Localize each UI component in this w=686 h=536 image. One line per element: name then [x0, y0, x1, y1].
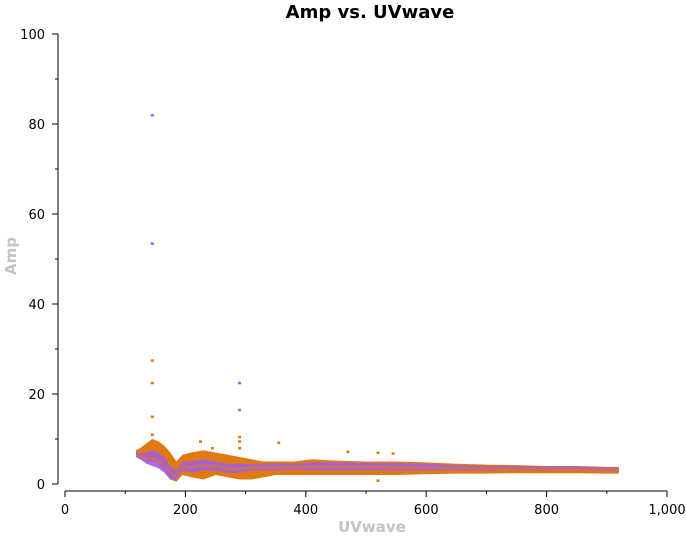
outlier-point-purple [238, 408, 242, 412]
plot-area [136, 114, 619, 482]
y-tick-label: 40 [28, 298, 45, 313]
outlier-point-orange [238, 440, 242, 443]
outlier-point-orange [211, 447, 214, 450]
x-tick-label: 800 [534, 503, 559, 518]
y-tick-label: 60 [28, 208, 45, 223]
axis-ticks: 0 20 40 60 80 100 0 200 400 600 800 1,000 [20, 28, 685, 518]
outlier-point-orange [150, 381, 154, 385]
outlier-point-orange [150, 415, 154, 418]
outlier-point-orange [346, 450, 350, 454]
outlier-point-orange [150, 433, 154, 436]
outlier-point-orange [199, 440, 202, 443]
outlier-point-purple [238, 381, 242, 385]
y-tick-label: 80 [28, 118, 45, 133]
chart-title: Amp vs. UVwave [286, 2, 455, 23]
outlier-point-purple [150, 242, 154, 245]
x-axis-label: UVwave [338, 518, 406, 536]
outlier-point-purple [150, 114, 154, 117]
outlier-point-orange [376, 451, 380, 454]
x-tick-label: 600 [414, 503, 439, 518]
y-tick-label: 100 [20, 28, 45, 43]
outlier-point-orange [391, 452, 395, 455]
outlier-point-orange [277, 441, 281, 445]
outlier-point-orange [376, 479, 380, 482]
y-tick-label: 20 [28, 388, 45, 403]
orange-data-band [136, 439, 619, 482]
outlier-point-orange [238, 435, 242, 439]
y-axis-label: Amp [2, 237, 20, 275]
purple-data-band [136, 450, 619, 480]
x-tick-label: 1,000 [648, 503, 685, 518]
x-tick-label: 400 [293, 503, 318, 518]
outlier-point-orange [150, 359, 154, 362]
x-tick-label: 0 [61, 503, 69, 518]
x-tick-label: 200 [173, 503, 198, 518]
outlier-point-orange [238, 447, 242, 450]
y-tick-label: 0 [37, 478, 45, 493]
